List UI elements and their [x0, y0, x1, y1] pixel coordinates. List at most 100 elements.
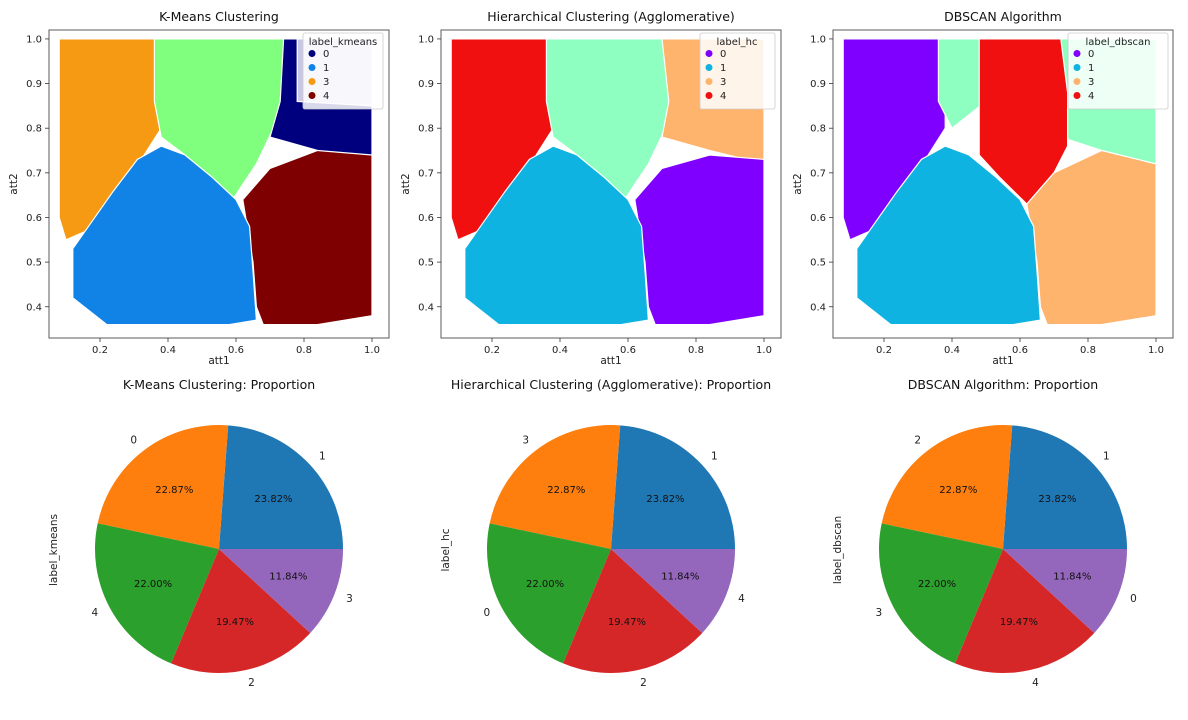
- legend-marker: [705, 64, 713, 71]
- legend-entries: 0 1 3 4: [1073, 49, 1094, 102]
- cluster-region-3: [1026, 149, 1157, 326]
- scatter-panel-kmeans: K-Means Clustering 0.2 0.4 0.6 0.8 1.0 0.40.…: [8, 9, 390, 367]
- pie-slice-3: [878, 523, 1003, 664]
- legend: label_hc 0 1 3 4: [699, 32, 776, 110]
- cluster-region-0: [634, 154, 765, 326]
- pie-category-label: 4: [738, 593, 745, 605]
- legend-marker: [308, 78, 316, 85]
- y-tick-label: 0.7: [810, 168, 826, 179]
- pie-panel-dbscan: DBSCAN Algorithm: Proportion label_dbsca…: [832, 377, 1137, 689]
- pie-slice-0: [97, 424, 229, 549]
- pie-ylabel: label_dbscan: [832, 516, 844, 584]
- legend-box: [1067, 32, 1169, 110]
- y-tick-label: 0.4: [418, 302, 434, 313]
- pie-category-label: 3: [346, 593, 353, 605]
- pie-ylabel: label_hc: [440, 528, 452, 571]
- y-tick-label: 0.5: [418, 258, 434, 269]
- x-tick-label: 0.6: [228, 345, 244, 356]
- pie-ylabel: label_kmeans: [48, 514, 60, 586]
- pie-category-label: 3: [876, 607, 883, 619]
- x-ticks: 0.2 0.4 0.6 0.8 1.0: [484, 338, 772, 356]
- cluster-regions: [450, 38, 765, 326]
- pie-category-label: 1: [1103, 451, 1110, 463]
- x-ticks: 0.2 0.4 0.6 0.8 1.0: [876, 338, 1164, 356]
- legend-marker: [705, 92, 713, 99]
- pie-slice-4: [94, 523, 219, 664]
- y-ticks: 0.4 0.5 0.6 0.7 0.8 0.9 1.0: [810, 34, 833, 313]
- legend-entry-label: 3: [323, 77, 329, 88]
- chart-title: Hierarchical Clustering (Agglomerative):…: [451, 377, 771, 392]
- legend-entry-label: 3: [720, 77, 726, 88]
- y-axis-label: att2: [792, 173, 804, 194]
- pie-percent-label: 22.87%: [155, 485, 193, 496]
- plot-frame: [48, 29, 390, 339]
- pie-percent-label: 19.47%: [216, 617, 254, 628]
- pie-percent-label: 22.00%: [918, 579, 956, 590]
- pie-slice-1: [219, 425, 343, 549]
- plot-frame: [440, 29, 782, 339]
- y-tick-label: 0.5: [810, 258, 826, 269]
- pie-percent-label: 23.82%: [1038, 494, 1076, 505]
- y-tick-label: 0.6: [810, 213, 826, 224]
- pie-slice-2: [881, 424, 1013, 549]
- y-tick-label: 0.7: [26, 168, 42, 179]
- pie-slice-1: [611, 425, 735, 549]
- legend-entry-label: 4: [1088, 91, 1094, 102]
- chart-title: DBSCAN Algorithm: [944, 9, 1062, 24]
- legend-marker: [308, 50, 316, 57]
- legend-entry-label: 0: [720, 49, 726, 60]
- x-tick-label: 0.6: [1012, 345, 1028, 356]
- x-tick-label: 1.0: [364, 345, 380, 356]
- pie-panel-hierarchical: Hierarchical Clustering (Agglomerative):…: [440, 377, 771, 689]
- cluster-region-1: [856, 145, 1042, 326]
- pie-slice-3: [219, 549, 343, 633]
- pie-percent-label: 11.84%: [269, 572, 307, 583]
- legend-entries: 0 1 3 4: [308, 49, 329, 102]
- pie-category-label: 0: [1130, 593, 1137, 605]
- x-tick-label: 0.8: [688, 345, 704, 356]
- y-axis-label: att2: [8, 173, 20, 194]
- legend-entry-label: 1: [720, 63, 726, 74]
- legend-title: label_kmeans: [309, 37, 378, 48]
- scatter-panel-hierarchical: Hierarchical Clustering (Agglomerative) …: [400, 9, 782, 367]
- pie-percent-label: 22.87%: [547, 485, 585, 496]
- x-axis-label: att1: [600, 355, 621, 367]
- pie-category-label: 4: [1032, 677, 1039, 689]
- pie-percent-label: 22.87%: [939, 485, 977, 496]
- pie-slice-3: [489, 424, 621, 549]
- pie-percent-label: 11.84%: [661, 572, 699, 583]
- pie-slices: 23.82% 1 22.87% 2 22.00% 3 19.47% 4 11.84% 0: [876, 424, 1137, 689]
- pie-category-label: 2: [914, 434, 921, 446]
- legend-entry-label: 4: [720, 91, 726, 102]
- y-tick-label: 0.8: [810, 124, 826, 135]
- legend-entry-label: 1: [323, 63, 329, 74]
- pie-slice-4: [611, 549, 735, 633]
- legend-entry-label: 0: [1088, 49, 1094, 60]
- y-tick-label: 0.4: [810, 302, 826, 313]
- legend-marker: [308, 92, 316, 99]
- x-tick-label: 0.2: [92, 345, 108, 356]
- legend-entry-label: 1: [1088, 63, 1094, 74]
- y-tick-label: 0.8: [418, 124, 434, 135]
- legend: label_dbscan 0 1 3 4: [1067, 32, 1169, 110]
- cluster-region-1: [72, 145, 258, 326]
- legend-box: [302, 32, 384, 110]
- cluster-region-1: [464, 145, 650, 326]
- y-tick-label: 1.0: [418, 34, 434, 45]
- legend: label_kmeans 0 1 3 4: [302, 32, 384, 110]
- pie-percent-label: 19.47%: [608, 617, 646, 628]
- pie-slices: 23.82% 1 22.87% 3 22.00% 0 19.47% 2 11.84% 4: [484, 424, 745, 689]
- pie-category-label: 0: [484, 607, 491, 619]
- y-tick-label: 0.9: [810, 79, 826, 90]
- pie-slice-2: [171, 549, 311, 673]
- x-tick-label: 0.4: [160, 345, 176, 356]
- y-ticks: 0.4 0.5 0.6 0.7 0.8 0.9 1.0: [418, 34, 441, 313]
- x-tick-label: 0.2: [484, 345, 500, 356]
- x-tick-label: 0.8: [296, 345, 312, 356]
- scatter-panel-dbscan: DBSCAN Algorithm 0.2 0.4 0.6 0.8 1.0 0.4 0.5 0…: [792, 9, 1174, 367]
- pie-category-label: 1: [711, 451, 718, 463]
- legend-marker: [705, 78, 713, 85]
- chart-title: K-Means Clustering: [159, 9, 279, 24]
- y-tick-label: 0.9: [26, 79, 42, 90]
